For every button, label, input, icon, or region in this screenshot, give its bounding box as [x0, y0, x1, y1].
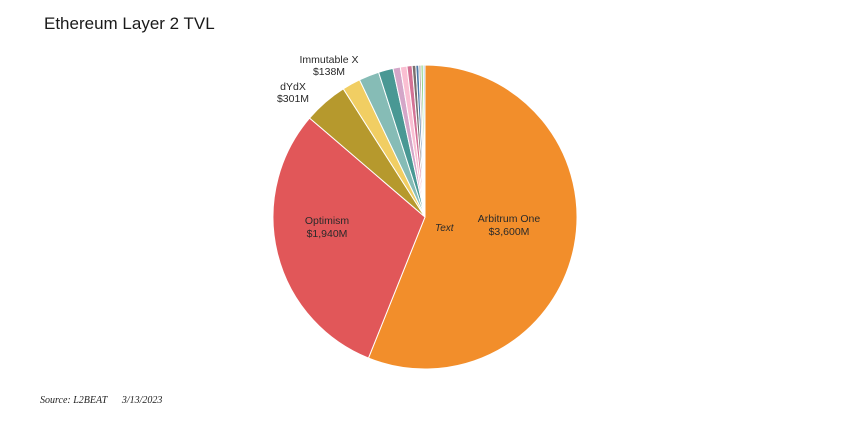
- slice-label-dydx: dYdX: [280, 81, 306, 93]
- chart-title: Ethereum Layer 2 TVL: [44, 14, 215, 33]
- slice-value-arbitrum-one: $3,600M: [489, 226, 530, 238]
- chart-annotation: Text: [435, 223, 455, 234]
- slice-value-immutable-x: $138M: [313, 66, 345, 78]
- slice-label-optimism: Optimism: [305, 215, 350, 227]
- slice-value-dydx: $301M: [277, 93, 309, 105]
- pie-slice-optimism[interactable]: [272, 117, 426, 359]
- source-date: 3/13/2023: [121, 395, 163, 406]
- source-note: Source: L2BEAT 3/13/2023: [40, 395, 174, 406]
- slice-label-arbitrum-one: Arbitrum One: [478, 213, 541, 225]
- pie-slice-arbitrum-one[interactable]: [367, 64, 578, 370]
- source-label: Source: L2BEAT: [40, 395, 108, 406]
- slice-label-immutable-x: Immutable X: [300, 54, 359, 66]
- slice-value-optimism: $1,940M: [307, 228, 348, 240]
- pie-slice-13[interactable]: [422, 64, 426, 218]
